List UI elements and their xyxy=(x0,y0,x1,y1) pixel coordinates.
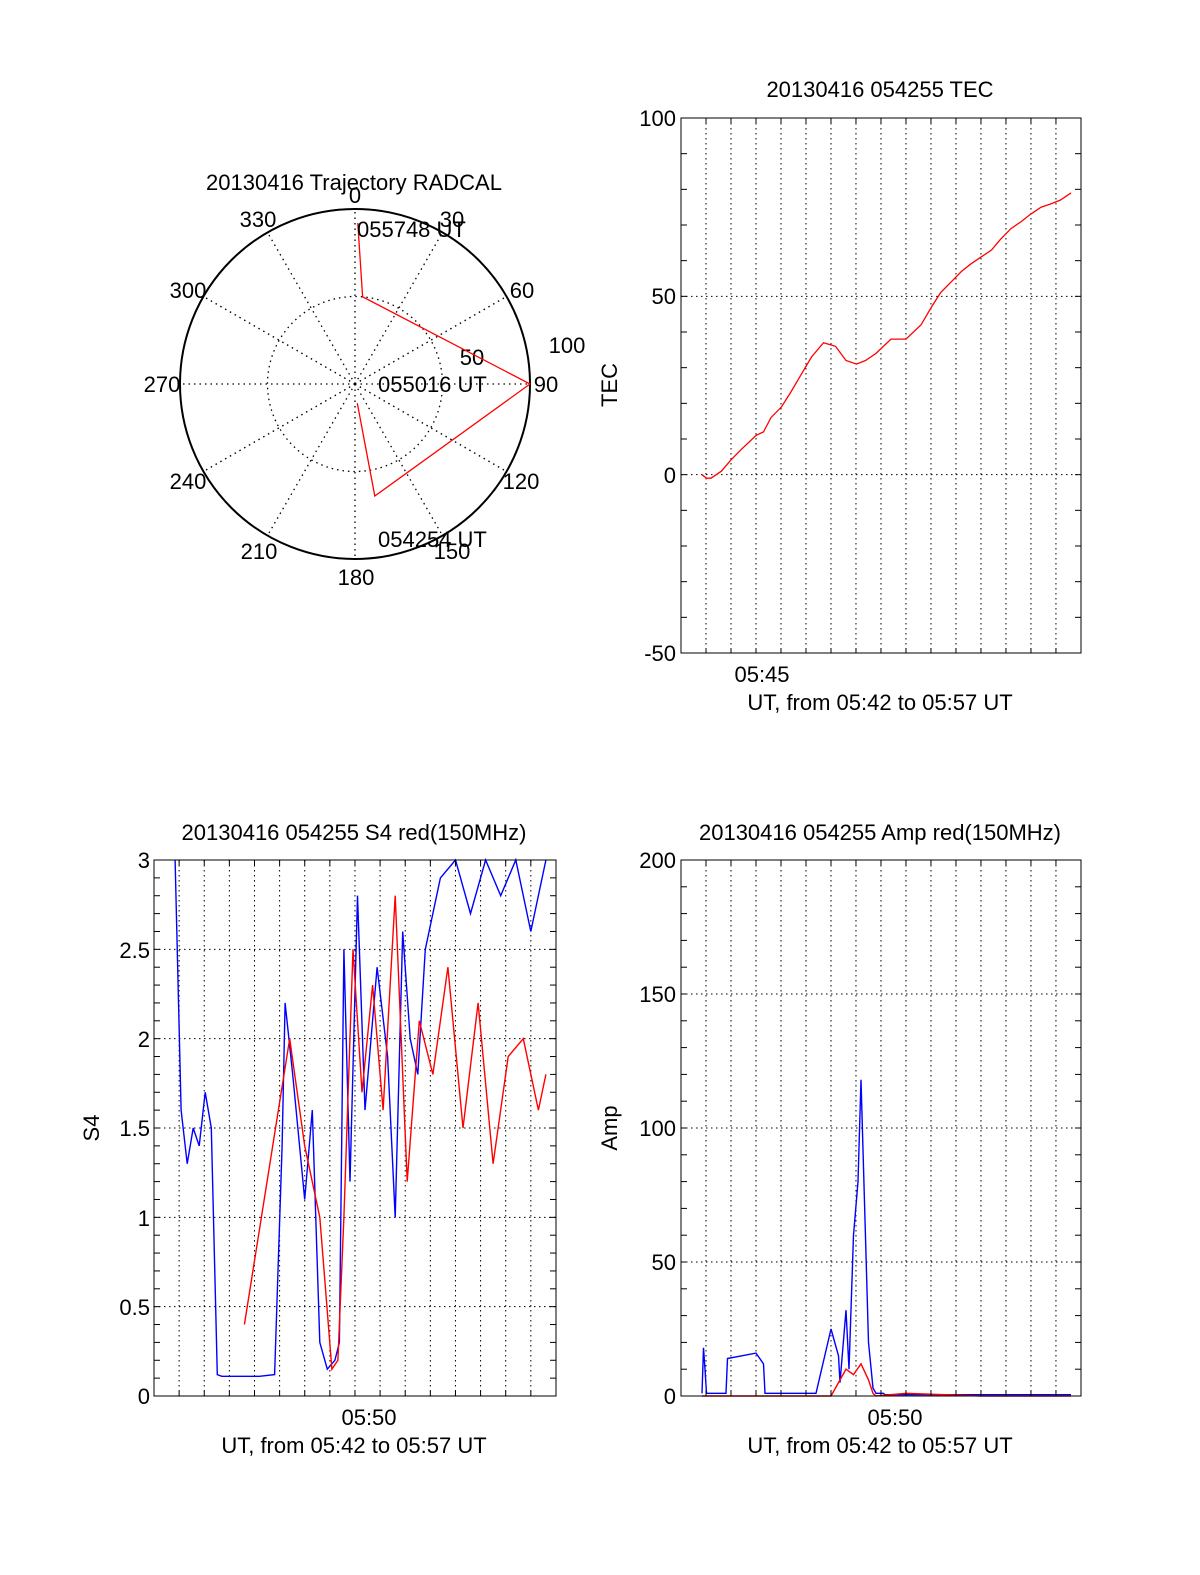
s4-ytick-0: 0 xyxy=(138,1384,150,1409)
az-label-150: 150 xyxy=(434,539,471,564)
trajectory-line xyxy=(356,222,532,498)
amp-xtick-label: 05:50 xyxy=(867,1405,922,1430)
az-label-60: 60 xyxy=(510,278,534,303)
s4-grid xyxy=(154,860,556,1396)
s4-ylabel: S4 xyxy=(79,1115,104,1142)
az-label-0: 0 xyxy=(349,183,361,208)
polar-azimuth-labels: 0 30 60 90 120 150 180 210 240 270 300 3… xyxy=(144,183,586,590)
s4-xtick-label: 05:50 xyxy=(341,1405,396,1430)
polar-grid xyxy=(180,209,530,559)
s4-ytick-1: 1 xyxy=(138,1206,150,1231)
amp-ticks xyxy=(681,859,1081,1397)
tec-xlabel: UT, from 05:42 to 05:57 UT xyxy=(747,690,1012,715)
polar-spoke-210 xyxy=(266,383,356,536)
amp-title: 20130416 054255 Amp red(150MHz) xyxy=(699,820,1061,845)
tec-xtick-label: 05:45 xyxy=(734,662,789,687)
tec-ylabel: TEC xyxy=(597,363,622,407)
amp-ytick-150: 150 xyxy=(639,982,676,1007)
amp-xlabel: UT, from 05:42 to 05:57 UT xyxy=(747,1433,1012,1458)
s4-ytick-1.5: 1.5 xyxy=(119,1116,150,1141)
time-label-start: 054254 UT xyxy=(378,527,487,552)
s4-ytick-2: 2 xyxy=(138,1027,150,1052)
polar-title: 20130416 Trajectory RADCAL xyxy=(206,170,502,195)
s4-series-red xyxy=(243,895,547,1372)
time-label-end: 055748 UT xyxy=(357,217,466,242)
s4-ytick-3: 3 xyxy=(138,848,150,873)
az-label-330: 330 xyxy=(240,207,277,232)
s4-title: 20130416 054255 S4 red(150MHz) xyxy=(182,820,527,845)
amp-series-blue xyxy=(701,1079,1071,1396)
az-label-120: 120 xyxy=(503,469,540,494)
amp-panel: 20130416 054255 Amp red(150MHz) 0 50 100… xyxy=(597,820,1082,1458)
tec-ytick-100: 100 xyxy=(639,106,676,131)
s4-ytick-0.5: 0.5 xyxy=(119,1295,150,1320)
radial-label-100: 100 xyxy=(549,333,586,358)
s4-panel: 20130416 054255 S4 red(150MHz) 0 0.5 1 1… xyxy=(79,820,557,1458)
s4-ytick-2.5: 2.5 xyxy=(119,938,150,963)
amp-ytick-100: 100 xyxy=(639,1116,676,1141)
amp-ytick-50: 50 xyxy=(652,1250,676,1275)
az-label-240: 240 xyxy=(170,469,207,494)
tec-title: 20130416 054255 TEC xyxy=(766,77,993,102)
polar-spoke-120 xyxy=(354,383,507,473)
tec-grid xyxy=(681,118,1081,653)
az-label-300: 300 xyxy=(170,278,207,303)
polar-panel: 20130416 Trajectory RADCAL 0 30 60 90 12… xyxy=(144,170,586,590)
tec-panel: 20130416 054255 TEC -50 0 50 100 TEC 05:… xyxy=(597,77,1082,715)
amp-series-red xyxy=(702,1362,1071,1397)
az-label-30: 30 xyxy=(440,207,464,232)
az-label-180: 180 xyxy=(338,565,375,590)
az-label-270: 270 xyxy=(144,372,181,397)
amp-ytick-0: 0 xyxy=(664,1384,676,1409)
tec-ytick-neg50: -50 xyxy=(644,641,676,666)
polar-spoke-240 xyxy=(203,383,356,473)
amp-ylabel: Amp xyxy=(597,1105,622,1150)
tec-ytick-0: 0 xyxy=(664,463,676,488)
s4-series-blue xyxy=(174,857,547,1378)
amp-ytick-200: 200 xyxy=(639,848,676,873)
polar-ring-50 xyxy=(266,295,444,473)
polar-spoke-60 xyxy=(354,295,507,385)
s4-xlabel: UT, from 05:42 to 05:57 UT xyxy=(221,1433,486,1458)
tec-ytick-50: 50 xyxy=(652,284,676,309)
az-label-210: 210 xyxy=(241,539,278,564)
tec-ticks xyxy=(681,117,1081,654)
s4-ticks xyxy=(154,859,556,1397)
time-label-mid: 055016 UT xyxy=(378,372,487,397)
polar-spoke-330 xyxy=(266,232,356,385)
amp-grid xyxy=(681,860,1081,1396)
az-label-90: 90 xyxy=(534,372,558,397)
tec-series-line xyxy=(701,192,1072,479)
